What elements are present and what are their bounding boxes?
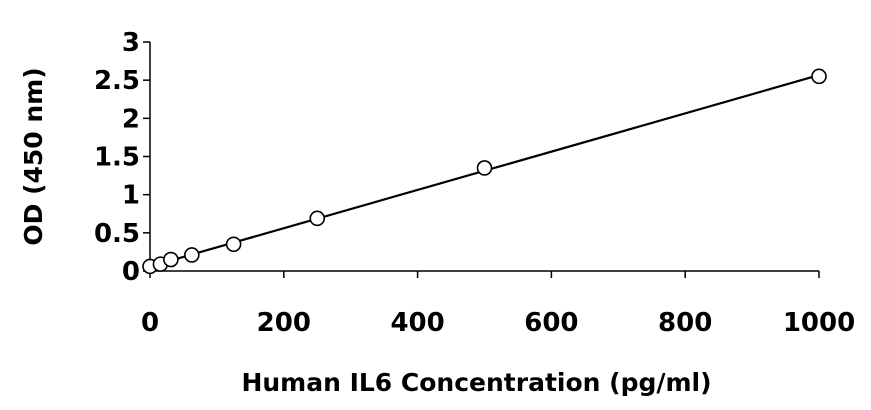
series-layer	[142, 68, 827, 275]
data-point	[309, 210, 326, 227]
x-axis-title: Human IL6 Concentration (pg/ml)	[241, 368, 711, 397]
y-tick-label: 1.5	[94, 143, 140, 173]
y-axis-title: OD (450 nm)	[19, 67, 48, 245]
x-tick-label: 0	[141, 308, 159, 338]
y-ticks: 0 0.5 1 1.5 2 2.5 3	[94, 28, 150, 287]
x-tick-label: 600	[524, 308, 578, 338]
data-point	[476, 160, 493, 176]
x-tick-label: 800	[658, 308, 712, 338]
data-point	[163, 251, 179, 268]
x-ticks: 0 200 400 600 800 1000	[141, 271, 855, 338]
data-point	[225, 236, 242, 253]
y-tick-label: 2	[122, 104, 140, 134]
x-tick-label: 200	[257, 308, 311, 338]
x-tick-label: 1000	[783, 308, 855, 338]
data-point	[184, 247, 200, 263]
y-tick-label: 3	[122, 28, 140, 58]
y-tick-label: 2.5	[94, 66, 140, 96]
y-tick-label: 0	[122, 257, 140, 287]
y-tick-label: 0.5	[94, 219, 140, 249]
y-tick-label: 1	[122, 181, 140, 211]
data-point	[811, 68, 827, 85]
x-tick-label: 400	[390, 308, 444, 338]
